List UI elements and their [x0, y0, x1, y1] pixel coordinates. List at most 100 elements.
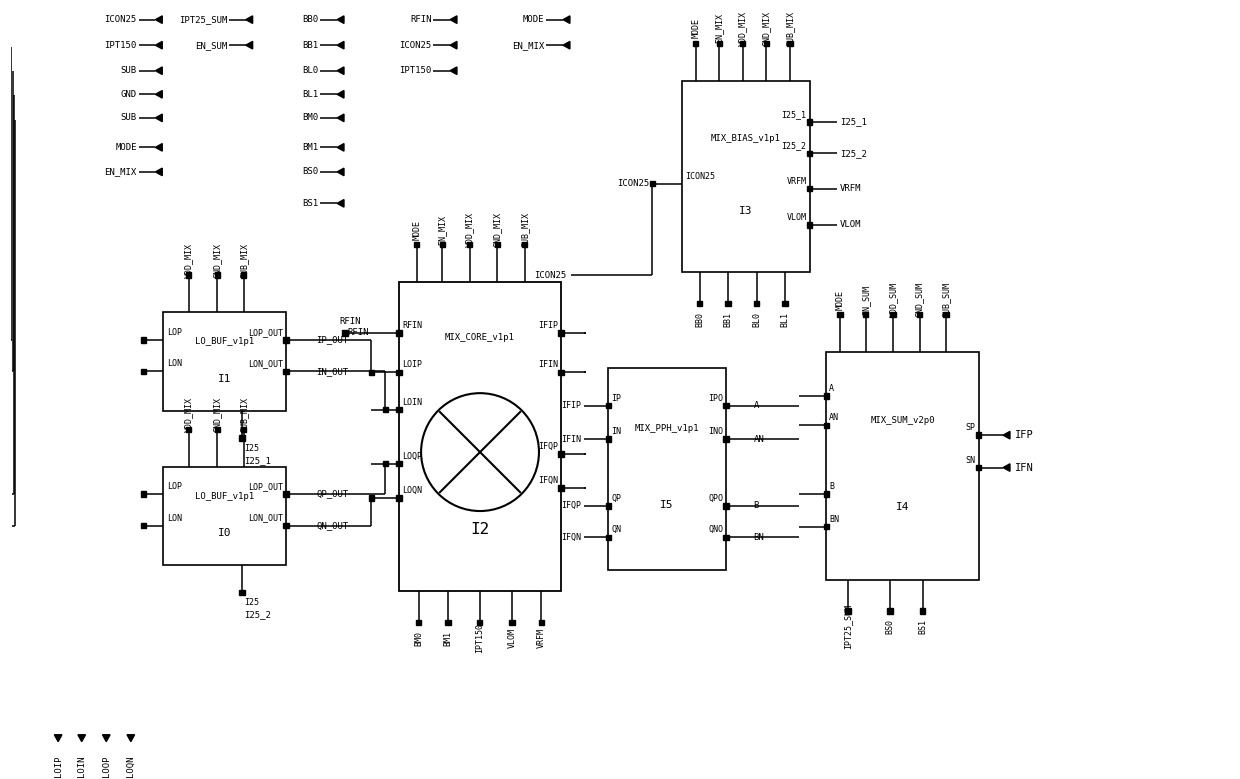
Bar — [368, 495, 374, 501]
Text: I25_2: I25_2 — [839, 149, 867, 157]
Bar — [697, 301, 702, 306]
Bar — [826, 351, 978, 580]
Polygon shape — [337, 41, 343, 49]
Text: IPT25_SUM: IPT25_SUM — [843, 605, 852, 649]
Text: LO_BUF_v1p1: LO_BUF_v1p1 — [195, 492, 254, 501]
Text: IPT150: IPT150 — [475, 623, 484, 654]
Text: MODE: MODE — [115, 143, 136, 152]
Bar — [890, 312, 895, 317]
Polygon shape — [246, 16, 253, 23]
Bar — [782, 301, 787, 306]
Polygon shape — [155, 114, 162, 122]
Bar — [522, 242, 527, 247]
Text: LOQN: LOQN — [402, 486, 422, 495]
Text: BL1: BL1 — [303, 90, 319, 99]
Bar — [241, 273, 247, 278]
Bar — [141, 492, 146, 497]
Text: RFIN: RFIN — [410, 15, 432, 24]
Polygon shape — [450, 41, 458, 49]
Bar — [863, 312, 868, 317]
Text: MODE: MODE — [691, 19, 701, 38]
Bar — [445, 620, 451, 626]
Text: BS0: BS0 — [303, 167, 319, 176]
Bar — [650, 181, 655, 186]
Text: EN_MIX: EN_MIX — [714, 13, 724, 44]
Bar — [141, 368, 146, 374]
Polygon shape — [1003, 464, 1009, 471]
Bar — [283, 523, 289, 528]
Text: IPT150: IPT150 — [104, 41, 136, 50]
Bar — [807, 119, 812, 125]
Text: LON_OUT: LON_OUT — [248, 359, 283, 368]
Bar — [846, 608, 851, 614]
Bar — [837, 312, 843, 317]
Bar — [495, 242, 500, 247]
Bar — [397, 369, 402, 375]
Text: QP_OUT: QP_OUT — [316, 489, 348, 499]
Bar — [944, 312, 949, 317]
Text: LOP_OUT: LOP_OUT — [248, 482, 283, 491]
Text: VLOM: VLOM — [507, 629, 516, 648]
Bar — [215, 427, 219, 432]
Polygon shape — [450, 16, 458, 23]
Text: B: B — [830, 482, 835, 491]
Bar — [164, 467, 286, 565]
Text: LO_BUF_v1p1: LO_BUF_v1p1 — [195, 337, 254, 347]
Text: MIX_CORE_v1p1: MIX_CORE_v1p1 — [445, 333, 515, 342]
Polygon shape — [1003, 432, 1009, 439]
Text: BM1: BM1 — [303, 143, 319, 152]
Bar — [241, 427, 247, 432]
Text: VDD_SUM: VDD_SUM — [889, 282, 898, 317]
Bar — [807, 222, 812, 227]
Text: BN: BN — [830, 515, 839, 523]
Bar — [605, 503, 611, 509]
Bar — [397, 330, 402, 336]
Polygon shape — [337, 199, 343, 207]
Bar — [239, 590, 244, 595]
Text: QN_OUT: QN_OUT — [316, 521, 348, 530]
Text: SUB_MIX: SUB_MIX — [521, 213, 529, 248]
Text: LOIN: LOIN — [77, 756, 87, 777]
Text: EN_SUM: EN_SUM — [861, 284, 870, 315]
Bar — [976, 432, 981, 438]
Text: I3: I3 — [739, 206, 753, 216]
Text: I1: I1 — [218, 374, 232, 384]
Text: EN_MIX: EN_MIX — [104, 167, 136, 176]
Text: VDD_MIX: VDD_MIX — [465, 213, 474, 248]
Text: LON: LON — [167, 513, 182, 523]
Text: LOIN: LOIN — [402, 397, 422, 407]
Bar — [823, 423, 830, 428]
Bar — [283, 368, 289, 374]
Bar — [415, 620, 422, 626]
Text: B: B — [754, 502, 759, 510]
Text: LON_OUT: LON_OUT — [248, 513, 283, 523]
Text: QP: QP — [611, 494, 621, 503]
Text: VDD_MIX: VDD_MIX — [185, 243, 193, 278]
Text: ICON25: ICON25 — [618, 179, 650, 189]
Bar — [823, 393, 830, 399]
Polygon shape — [155, 90, 162, 98]
Bar — [397, 495, 402, 501]
Text: A: A — [830, 384, 835, 393]
Text: I4: I4 — [895, 502, 909, 512]
Bar — [397, 407, 402, 412]
Text: LON: LON — [167, 359, 182, 368]
Text: IFN: IFN — [1014, 463, 1034, 473]
Bar — [558, 485, 564, 491]
Text: MODE: MODE — [412, 220, 422, 240]
Bar — [467, 242, 472, 247]
Text: GND_SUM: GND_SUM — [915, 282, 924, 317]
Text: RFIN: RFIN — [402, 321, 422, 330]
Text: I25_2: I25_2 — [781, 141, 807, 150]
Text: I25_1: I25_1 — [244, 456, 270, 465]
Bar — [342, 330, 347, 336]
Text: IFIN: IFIN — [538, 361, 558, 369]
Text: QN: QN — [611, 525, 621, 534]
Polygon shape — [155, 41, 162, 49]
Text: SP: SP — [966, 423, 976, 432]
Polygon shape — [78, 735, 86, 742]
Text: IFQP: IFQP — [538, 442, 558, 451]
Text: I25: I25 — [244, 598, 259, 607]
Bar — [141, 523, 146, 528]
Text: BB0: BB0 — [696, 312, 704, 326]
